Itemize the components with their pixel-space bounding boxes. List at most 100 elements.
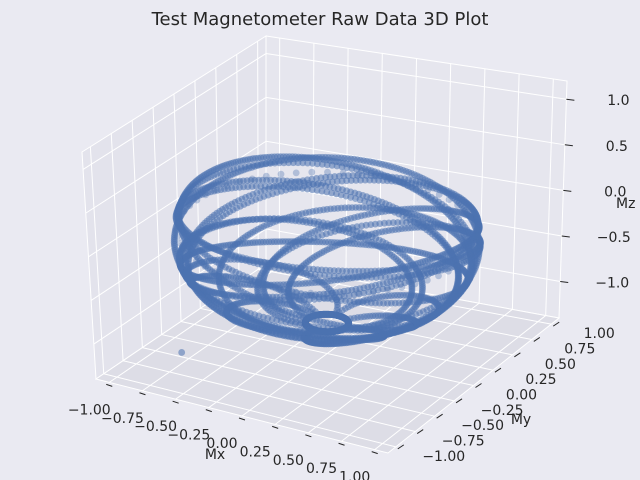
floor-grid-x bbox=[341, 309, 513, 442]
data-point bbox=[315, 295, 323, 303]
x-tick-label: −0.25 bbox=[167, 428, 210, 444]
data-point bbox=[235, 178, 243, 186]
data-point bbox=[261, 284, 269, 291]
data-point bbox=[234, 277, 242, 284]
data-point bbox=[423, 276, 431, 284]
data-point bbox=[176, 239, 184, 247]
data-point bbox=[385, 175, 393, 183]
data-point bbox=[247, 280, 255, 288]
outlier-point bbox=[178, 349, 186, 356]
data-point bbox=[384, 286, 392, 294]
data-point bbox=[326, 294, 333, 302]
data-point bbox=[398, 283, 406, 291]
data-point bbox=[411, 280, 419, 288]
chart-title: Test Magnetometer Raw Data 3D Plot bbox=[151, 9, 489, 30]
wall-grid-z bbox=[82, 53, 567, 170]
x-tick-mark bbox=[305, 434, 312, 438]
left-wall-grid-y bbox=[152, 107, 163, 335]
data-points bbox=[170, 153, 484, 356]
x-tick-mark bbox=[338, 442, 345, 446]
data-point bbox=[470, 219, 478, 227]
data-point bbox=[173, 233, 181, 240]
y-tick-label: 0.50 bbox=[545, 357, 576, 373]
data-point bbox=[173, 226, 180, 234]
data-point bbox=[180, 245, 188, 253]
data-point bbox=[291, 296, 298, 304]
data-point bbox=[474, 232, 481, 240]
y-tick-mark bbox=[455, 398, 463, 404]
y-tick-mark bbox=[514, 352, 521, 358]
data-point bbox=[473, 238, 480, 246]
x-tick-label: 1.00 bbox=[339, 470, 370, 480]
y-tick-label: −0.75 bbox=[442, 434, 485, 450]
data-point bbox=[292, 169, 300, 177]
data-point bbox=[445, 196, 453, 204]
y-tick-label: 1.00 bbox=[584, 326, 615, 342]
z-axis-label: Mz bbox=[616, 196, 635, 212]
data-point bbox=[193, 196, 201, 204]
data-point bbox=[466, 275, 474, 283]
right-wall-grid-x bbox=[511, 73, 520, 310]
data-point bbox=[174, 220, 181, 228]
data-point bbox=[335, 273, 343, 280]
data-point bbox=[370, 172, 378, 180]
y-tick-mark bbox=[475, 383, 482, 388]
data-point bbox=[186, 202, 194, 210]
y-tick-label: 0.75 bbox=[564, 341, 595, 357]
data-point bbox=[473, 226, 481, 234]
x-tick-label: −0.50 bbox=[134, 419, 177, 435]
data-point bbox=[424, 186, 432, 194]
z-tick-label: 1.0 bbox=[607, 93, 629, 109]
wall-grid-z bbox=[88, 140, 564, 258]
data-point bbox=[277, 170, 285, 178]
y-tick-mark bbox=[436, 413, 443, 419]
z-tick-mark bbox=[566, 98, 575, 101]
data-point bbox=[301, 296, 308, 304]
data-point bbox=[276, 286, 284, 294]
floor-grid-y bbox=[180, 321, 474, 386]
z-tick-mark bbox=[560, 281, 569, 284]
x-tick-label: 0.75 bbox=[306, 461, 337, 477]
x-tick-mark bbox=[272, 425, 279, 429]
data-point bbox=[299, 185, 306, 192]
x-axis-label: Mx bbox=[205, 447, 225, 463]
data-point bbox=[354, 273, 362, 281]
data-point bbox=[466, 213, 474, 221]
left-wall-grid-y bbox=[110, 133, 124, 361]
x-tick-label: −1.00 bbox=[68, 402, 111, 418]
right-wall-grid-x bbox=[545, 78, 554, 316]
floor-grid-x bbox=[374, 315, 546, 451]
x-tick-label: −0.75 bbox=[101, 411, 144, 427]
data-point bbox=[308, 168, 316, 176]
y-tick-label: 0.25 bbox=[525, 372, 556, 388]
data-point bbox=[461, 207, 469, 215]
z-tick-label: −0.5 bbox=[597, 230, 631, 246]
x-tick-mark bbox=[139, 392, 146, 396]
data-point bbox=[185, 251, 193, 259]
y-tick-mark bbox=[533, 337, 541, 342]
data-point bbox=[339, 169, 347, 177]
x-tick-label: 0.25 bbox=[240, 444, 271, 460]
axis-tick-marks bbox=[106, 98, 575, 455]
y-tick-label: −0.50 bbox=[461, 418, 504, 434]
data-point bbox=[445, 267, 452, 275]
data-point bbox=[222, 272, 230, 280]
data-point bbox=[193, 257, 200, 265]
x-tick-mark bbox=[238, 417, 246, 421]
y-tick-mark bbox=[552, 321, 560, 327]
z-tick-label: 0.5 bbox=[606, 139, 628, 155]
data-point bbox=[369, 288, 377, 296]
x-tick-mark bbox=[371, 451, 378, 455]
x-tick-label: 0.50 bbox=[273, 453, 304, 469]
data-point bbox=[307, 289, 315, 297]
data-point bbox=[435, 191, 443, 198]
data-point bbox=[454, 201, 461, 209]
data-point bbox=[202, 191, 210, 199]
x-tick-label: 0.00 bbox=[206, 436, 237, 452]
y-tick-mark bbox=[397, 444, 405, 450]
y-tick-label: −1.00 bbox=[422, 449, 465, 465]
x-tick-mark bbox=[172, 400, 179, 404]
y-tick-label: 0.00 bbox=[506, 388, 537, 404]
data-point bbox=[435, 272, 442, 280]
